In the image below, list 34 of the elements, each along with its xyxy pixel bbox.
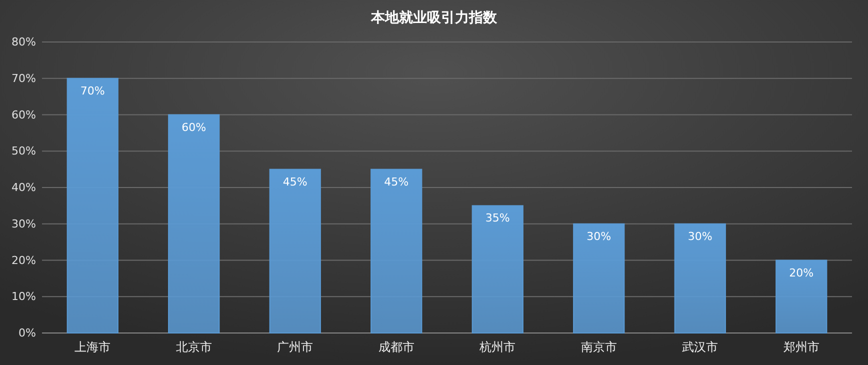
y-tick-label: 30% (12, 217, 36, 230)
bar (472, 205, 524, 334)
y-tick-label: 40% (12, 181, 36, 194)
bar (370, 168, 422, 334)
y-tick-label: 0% (18, 326, 36, 340)
y-tick-label: 70% (12, 72, 36, 85)
x-tick-label: 杭州市 (478, 340, 516, 354)
x-tick-label: 南京市 (580, 340, 617, 354)
y-tick-label: 60% (12, 108, 36, 122)
y-tick-label: 50% (12, 144, 36, 158)
bar (776, 260, 828, 334)
bar (269, 168, 321, 334)
x-tick-label: 广州市 (277, 340, 314, 354)
x-tick-label: 郑州市 (783, 340, 820, 354)
y-tick-label: 80% (12, 36, 36, 48)
y-tick-label: 20% (12, 254, 36, 267)
bar (168, 114, 220, 334)
bar (674, 223, 726, 334)
chart-title: 本地就业吸引力指数 (370, 10, 498, 26)
data-label: 60% (182, 120, 206, 134)
bar (573, 223, 625, 334)
data-label: 30% (586, 230, 612, 243)
bar (66, 78, 118, 334)
data-label: 20% (789, 266, 814, 280)
data-label: 45% (384, 175, 409, 188)
x-tick-label: 北京市 (176, 340, 212, 354)
y-tick-label: 10% (12, 290, 36, 304)
x-tick-label: 武汉市 (682, 340, 718, 354)
x-tick-label: 上海市 (74, 340, 111, 354)
data-label: 70% (80, 84, 105, 98)
data-label: 35% (485, 212, 510, 225)
data-label: 30% (688, 230, 712, 243)
x-tick-label: 成都市 (378, 340, 414, 354)
data-label: 45% (282, 175, 308, 188)
